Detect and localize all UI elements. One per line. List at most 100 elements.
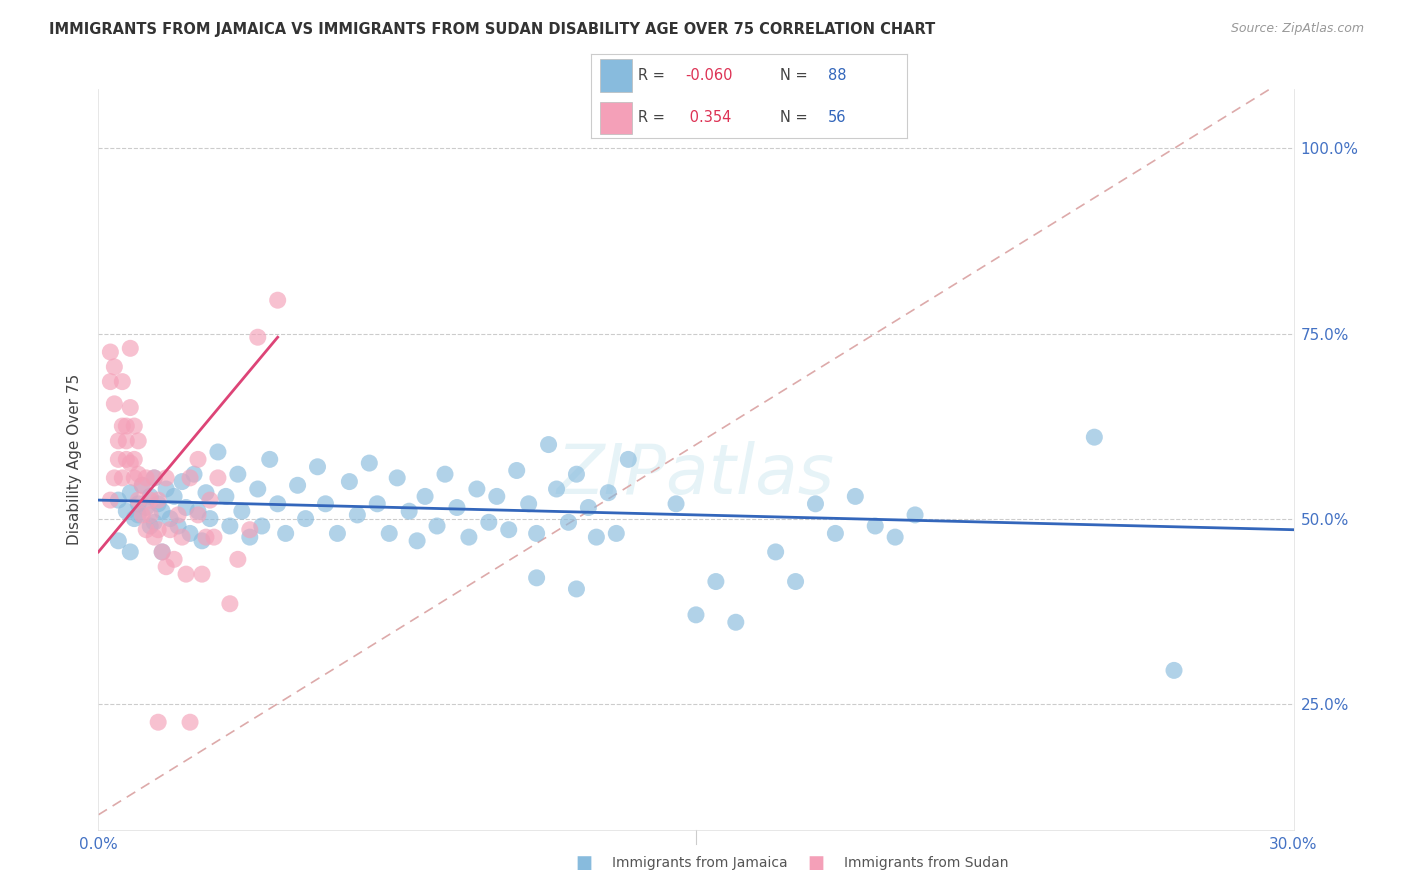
Point (274, 526, 297, 541)
Point (219, 597, 242, 611)
Point (139, 493, 162, 508)
Point (167, 519, 190, 533)
Point (434, 467, 457, 482)
Text: ■: ■ (575, 855, 592, 872)
Point (131, 508, 153, 522)
Point (163, 552, 186, 566)
Point (215, 489, 238, 503)
Point (195, 530, 218, 544)
Point (143, 471, 166, 485)
Point (406, 533, 429, 548)
Point (127, 497, 149, 511)
Point (120, 401, 142, 415)
Point (1163, 664, 1185, 678)
Point (155, 471, 177, 485)
Point (127, 508, 149, 522)
Bar (600, 102, 631, 134)
Point (143, 530, 166, 544)
Text: 88: 88 (828, 68, 846, 83)
Point (202, 530, 225, 544)
Point (195, 485, 218, 500)
Point (724, 615, 747, 630)
Point (174, 500, 197, 515)
Point (111, 419, 134, 434)
Y-axis label: Disability Age Over 75: Disability Age Over 75 (67, 374, 83, 545)
Point (124, 511, 146, 525)
Point (517, 497, 540, 511)
Point (179, 526, 201, 541)
Point (191, 533, 214, 548)
Point (179, 471, 201, 485)
Point (785, 574, 807, 589)
Point (124, 419, 146, 434)
Point (159, 523, 181, 537)
Point (267, 497, 290, 511)
Point (346, 508, 368, 522)
Point (172, 530, 194, 544)
Point (239, 523, 262, 537)
Point (207, 471, 229, 485)
Point (120, 341, 142, 355)
Point (198, 511, 221, 525)
Point (259, 452, 281, 467)
Point (127, 434, 149, 448)
Point (98, 493, 122, 508)
Point (267, 293, 290, 308)
Point (103, 471, 125, 485)
Point (446, 500, 468, 515)
Point (231, 504, 253, 518)
Point (219, 519, 242, 533)
Point (187, 508, 209, 522)
Point (198, 493, 221, 508)
Point (605, 526, 627, 541)
Point (127, 467, 149, 482)
Text: Immigrants from Sudan: Immigrants from Sudan (844, 856, 1008, 871)
Point (246, 482, 269, 496)
Point (765, 545, 787, 559)
Point (398, 504, 420, 518)
Point (115, 434, 138, 448)
Point (557, 516, 579, 530)
Point (665, 497, 688, 511)
Point (685, 607, 707, 622)
Point (111, 375, 134, 389)
Point (478, 516, 501, 530)
Point (163, 489, 186, 503)
Point (127, 493, 149, 508)
Point (187, 504, 209, 518)
Point (804, 497, 827, 511)
Bar (600, 60, 631, 92)
Point (150, 545, 173, 559)
Point (226, 467, 249, 482)
Point (844, 489, 866, 503)
Point (246, 330, 269, 344)
Point (865, 519, 887, 533)
Point (167, 508, 190, 522)
Point (139, 508, 162, 522)
Point (465, 482, 488, 496)
Point (326, 526, 349, 541)
Point (565, 467, 588, 482)
Point (339, 475, 361, 489)
Point (139, 489, 162, 503)
Text: Immigrants from Jamaica: Immigrants from Jamaica (612, 856, 787, 871)
Point (148, 497, 170, 511)
Point (120, 545, 142, 559)
Point (366, 497, 388, 511)
Point (98, 345, 122, 359)
Text: N =: N = (780, 111, 808, 126)
Text: 0.354: 0.354 (686, 111, 731, 126)
Point (704, 574, 727, 589)
Point (378, 526, 401, 541)
Point (307, 459, 329, 474)
Point (904, 508, 927, 522)
Point (103, 359, 125, 374)
Point (143, 471, 166, 485)
Point (120, 456, 142, 470)
Point (115, 504, 138, 518)
Point (131, 478, 153, 492)
Point (115, 452, 138, 467)
Point (98, 375, 122, 389)
Point (315, 497, 337, 511)
Point (124, 452, 146, 467)
